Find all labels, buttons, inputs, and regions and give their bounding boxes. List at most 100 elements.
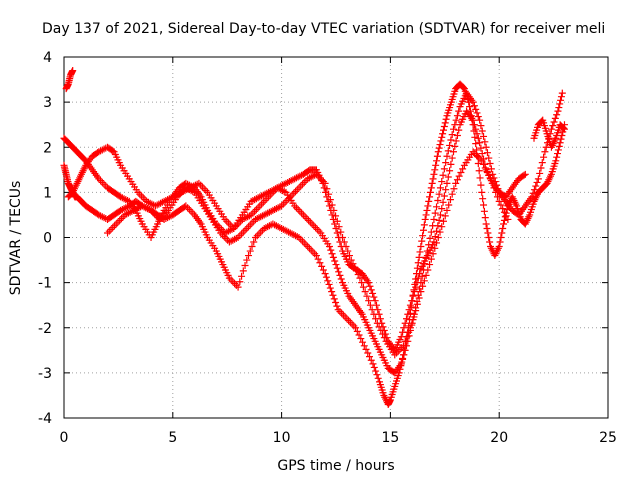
data-point bbox=[452, 137, 460, 145]
data-point bbox=[431, 209, 439, 217]
data-point bbox=[452, 116, 460, 124]
data-point bbox=[477, 144, 485, 152]
data-point bbox=[415, 294, 423, 302]
data-point bbox=[304, 243, 312, 251]
data-point bbox=[225, 219, 233, 227]
data-point bbox=[232, 281, 240, 289]
data-point bbox=[472, 140, 480, 148]
data-point bbox=[380, 334, 388, 342]
data-point bbox=[335, 268, 343, 276]
data-point bbox=[114, 218, 122, 226]
data-point bbox=[529, 189, 537, 197]
data-point bbox=[248, 219, 256, 227]
data-point bbox=[553, 153, 561, 161]
data-point bbox=[311, 250, 319, 258]
data-point bbox=[430, 170, 438, 178]
data-point bbox=[346, 318, 354, 326]
data-point bbox=[551, 114, 559, 122]
chart-title: Day 137 of 2021, Sidereal Day-to-day VTE… bbox=[42, 21, 605, 37]
data-point bbox=[410, 288, 418, 296]
data-point bbox=[100, 180, 108, 188]
data-point bbox=[444, 173, 452, 181]
data-point bbox=[438, 133, 446, 141]
data-point bbox=[445, 201, 453, 209]
data-point bbox=[520, 171, 528, 179]
data-point bbox=[409, 292, 417, 300]
data-point bbox=[473, 130, 481, 138]
data-point bbox=[437, 137, 445, 145]
data-point bbox=[450, 148, 458, 156]
data-point bbox=[413, 264, 421, 272]
data-point bbox=[533, 178, 541, 186]
data-point bbox=[419, 282, 427, 290]
data-point bbox=[298, 180, 306, 188]
data-point bbox=[335, 223, 343, 231]
data-point bbox=[281, 198, 289, 206]
data-point bbox=[292, 204, 300, 212]
data-point bbox=[328, 211, 336, 219]
data-point bbox=[421, 215, 429, 223]
data-point bbox=[372, 315, 380, 323]
data-point bbox=[408, 297, 416, 305]
data-point bbox=[110, 222, 118, 230]
data-point bbox=[340, 238, 348, 246]
data-point bbox=[377, 326, 385, 334]
data-point bbox=[316, 259, 324, 267]
data-point bbox=[447, 160, 455, 168]
data-point bbox=[556, 100, 564, 108]
data-point bbox=[307, 246, 315, 254]
data-point bbox=[426, 188, 434, 196]
data-point bbox=[440, 192, 448, 200]
data-point bbox=[401, 319, 409, 327]
data-point bbox=[305, 244, 313, 252]
x-tick-label: 15 bbox=[381, 430, 399, 446]
data-point bbox=[476, 116, 484, 124]
series-track-e bbox=[62, 67, 77, 93]
data-point bbox=[499, 205, 507, 213]
data-point bbox=[365, 297, 373, 305]
data-point bbox=[356, 274, 364, 282]
data-point bbox=[241, 261, 249, 269]
data-point bbox=[436, 141, 444, 149]
data-point bbox=[478, 127, 486, 135]
data-point bbox=[375, 323, 383, 331]
data-point bbox=[459, 165, 467, 173]
data-point bbox=[469, 98, 477, 106]
data-point bbox=[486, 238, 494, 246]
data-point bbox=[368, 306, 376, 314]
data-point bbox=[557, 96, 565, 104]
data-point bbox=[326, 284, 334, 292]
data-point bbox=[434, 222, 442, 230]
data-point bbox=[422, 271, 430, 279]
data-point bbox=[350, 322, 358, 330]
data-point bbox=[405, 306, 413, 314]
data-point bbox=[370, 310, 378, 318]
data-point bbox=[553, 111, 561, 119]
data-point bbox=[231, 280, 239, 288]
data-point bbox=[332, 261, 340, 269]
data-point bbox=[372, 301, 380, 309]
data-point bbox=[536, 169, 544, 177]
data-point bbox=[428, 179, 436, 187]
data-point bbox=[435, 144, 443, 152]
data-point bbox=[558, 89, 566, 97]
data-point bbox=[560, 124, 568, 132]
data-point bbox=[253, 232, 261, 240]
data-point bbox=[413, 300, 421, 308]
data-point bbox=[404, 310, 412, 318]
data-point bbox=[362, 345, 370, 353]
data-point bbox=[109, 147, 117, 155]
data-point bbox=[295, 184, 303, 192]
data-point bbox=[439, 171, 447, 179]
data-point bbox=[473, 151, 481, 159]
data-point bbox=[360, 342, 368, 350]
data-point bbox=[339, 234, 347, 241]
x-tick-label: 5 bbox=[168, 430, 177, 446]
data-point bbox=[502, 212, 510, 220]
series-track-a bbox=[60, 80, 568, 408]
data-point bbox=[181, 203, 189, 211]
data-point bbox=[555, 142, 563, 150]
data-point bbox=[440, 165, 448, 173]
data-point bbox=[374, 374, 382, 382]
data-point bbox=[457, 169, 465, 177]
